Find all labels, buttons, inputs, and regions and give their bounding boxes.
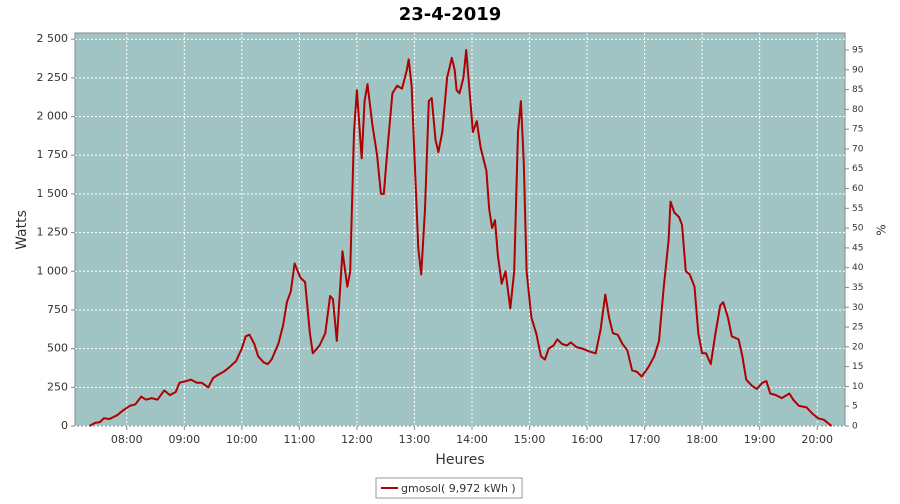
y-tick-label: 1 250 [37,226,69,239]
y-tick-label: 2 500 [37,32,69,45]
y-tick-label: 0 [61,419,68,432]
y2-tick-label: 50 [852,224,864,234]
legend [375,477,523,499]
y-tick-label: 250 [47,380,68,393]
y2-tick-label: 40 [852,263,864,273]
x-tick-label: 18:00 [686,433,718,446]
y-axis-label: Watts [14,210,30,250]
y2-tick-label: 70 [852,144,864,154]
y2-tick-label: 45 [852,243,863,253]
y-tick-label: 750 [47,303,68,316]
y2-tick-label: 60 [852,184,864,194]
y2-tick-label: 20 [852,342,864,352]
y2-tick-label: 75 [852,125,863,135]
plot-area [74,32,846,427]
x-tick-label: 08:00 [111,433,143,446]
y-tick-label: 500 [47,342,68,355]
y-tick-label: 2 250 [37,71,69,84]
series-line [88,49,833,427]
y-tick-label: 2 000 [37,110,69,123]
x-tick-label: 20:00 [801,433,833,446]
x-tick-label: 09:00 [168,433,200,446]
chart-title: 23-4-2019 [399,4,502,25]
y2-tick-label: 10 [852,382,864,392]
y2-tick-label: 55 [852,204,863,214]
x-tick-label: 19:00 [744,433,776,446]
y2-tick-label: 15 [852,362,863,372]
x-tick-label: 12:00 [341,433,373,446]
y-tick-label: 1 750 [37,148,69,161]
x-tick-label: 10:00 [226,433,258,446]
x-tick-label: 16:00 [571,433,603,446]
x-tick-label: 13:00 [399,433,431,446]
legend-label: gmosol( 9,972 kWh ) [401,482,516,495]
x-axis-label: Heures [435,452,484,468]
y-tick-label: 1 500 [37,187,69,200]
x-tick-label: 11:00 [284,433,316,446]
y2-tick-label: 95 [852,46,863,56]
y2-tick-label: 30 [852,303,864,313]
y2-tick-label: 0 [852,422,858,432]
y2-tick-label: 65 [852,164,863,174]
y2-tick-label: 35 [852,283,863,293]
y2-tick-label: 5 [852,402,858,412]
y2-tick-label: 25 [852,323,863,333]
y2-tick-label: 85 [852,85,863,95]
y-tick-label: 1 000 [37,264,69,277]
x-tick-label: 14:00 [456,433,488,446]
x-tick-label: 17:00 [629,433,661,446]
x-tick-label: 15:00 [514,433,546,446]
y2-tick-label: 90 [852,65,864,75]
y2-axis-label: % [875,224,889,235]
y2-tick-label: 80 [852,105,864,115]
